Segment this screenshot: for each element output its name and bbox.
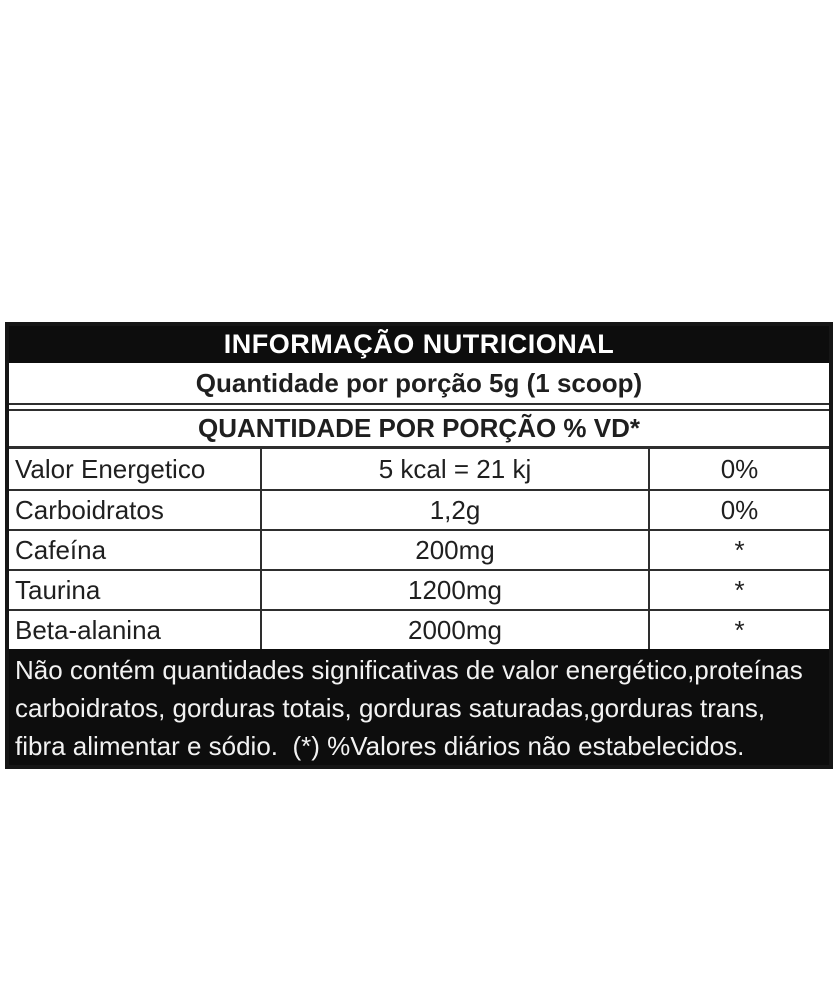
nutrient-dv: 0% <box>720 453 759 484</box>
footnote-line: Não contém quantidades significativas de… <box>15 655 803 686</box>
nutrition-facts-table: INFORMAÇÃO NUTRICIONAL Quantidade por po… <box>5 322 833 769</box>
nutrient-dv: 0% <box>720 494 759 525</box>
table-title: INFORMAÇÃO NUTRICIONAL <box>9 326 829 364</box>
nutrient-dv: * <box>734 614 745 645</box>
nutrient-amount: 1200mg <box>262 571 650 610</box>
table-row: Carboidratos 1,2g 0% <box>9 489 829 530</box>
nutrient-amount: 5 kcal = 21 kj <box>262 449 650 490</box>
footnote-line: carboidratos, gorduras totais, gorduras … <box>15 693 766 724</box>
nutrient-name: Carboidratos <box>9 491 262 530</box>
table-row: Beta-alanina 2000mg * <box>9 609 829 650</box>
nutrient-name: Cafeína <box>9 531 262 570</box>
double-rule-divider <box>9 403 829 411</box>
nutrient-amount: 1,2g <box>262 491 650 530</box>
nutrient-name: Taurina <box>9 571 262 610</box>
nutrient-dv: * <box>734 534 745 565</box>
table-row: Taurina 1200mg * <box>9 569 829 610</box>
nutrient-amount: 2000mg <box>262 611 650 650</box>
columns-header-row: QUANTIDADE POR PORÇÃO % VD* <box>9 410 829 447</box>
footnote-line: fibra alimentar e sódio. (*) %Valores di… <box>15 731 745 762</box>
nutrient-rows: Valor Energetico 5 kcal = 21 kj 0% Carbo… <box>9 446 829 650</box>
nutrient-amount: 200mg <box>262 531 650 570</box>
table-row: Valor Energetico 5 kcal = 21 kj 0% <box>9 449 829 490</box>
table-row: Cafeína 200mg * <box>9 529 829 570</box>
nutrient-dv: * <box>734 574 745 605</box>
serving-size-row: Quantidade por porção 5g (1 scoop) <box>9 363 829 404</box>
footnote-band: Não contém quantidades significativas de… <box>9 649 829 766</box>
nutrient-name: Valor Energetico <box>9 449 262 490</box>
nutrient-name: Beta-alanina <box>9 611 262 650</box>
